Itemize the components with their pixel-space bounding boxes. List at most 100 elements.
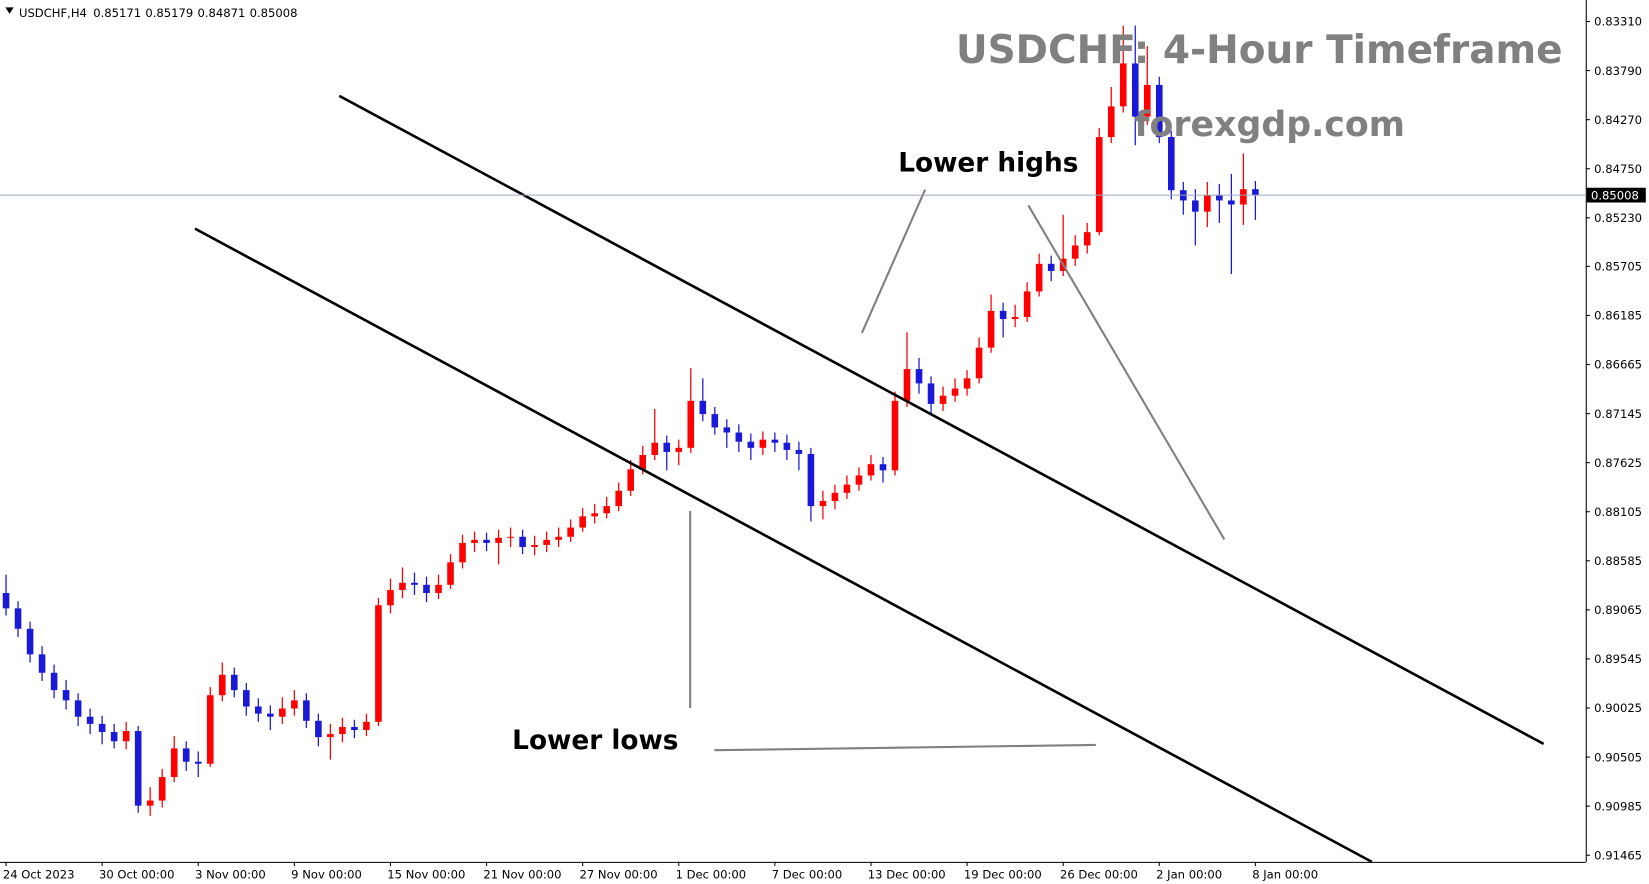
candle-body	[831, 492, 839, 501]
candle-body	[1216, 195, 1223, 201]
candle-body	[315, 720, 322, 738]
candle-body	[519, 536, 526, 548]
y-tick-label: 0.90505	[1594, 750, 1642, 764]
x-tick-label: 15 Nov 00:00	[387, 868, 465, 882]
candle-body	[795, 449, 803, 454]
channel-upper	[338, 94, 1545, 746]
candle-body	[1228, 200, 1235, 205]
y-tick-label: 0.91465	[1594, 848, 1642, 862]
candle-body	[939, 395, 947, 404]
candle-body	[98, 723, 106, 733]
candle-body	[675, 447, 683, 452]
candle-body	[1131, 63, 1139, 117]
candle-body	[483, 539, 490, 543]
candle-body	[134, 731, 142, 806]
x-tick-label: 27 Nov 00:00	[580, 868, 658, 882]
y-tick-label: 0.89545	[1594, 652, 1642, 666]
candle-body	[339, 726, 346, 735]
chart-subtitle: forexgdp.com	[1134, 105, 1405, 145]
candle-body	[1083, 232, 1091, 246]
candle-body	[1035, 263, 1043, 292]
candle-body	[807, 453, 815, 507]
annotation: Lower lows	[512, 726, 678, 756]
candle-body	[242, 690, 250, 707]
candle-body	[206, 695, 214, 764]
candle-body	[495, 537, 502, 543]
candle-body	[999, 310, 1007, 320]
y-tick-label: 0.89065	[1594, 603, 1642, 617]
candle-body	[447, 562, 454, 585]
candle-body	[531, 544, 538, 548]
candle-body	[399, 582, 406, 590]
candle-body	[951, 388, 959, 396]
x-tick-label: 2 Jan 00:00	[1156, 868, 1222, 882]
candle-body	[279, 708, 286, 717]
pointer-line	[860, 189, 927, 334]
x-tick-label: 9 Nov 00:00	[291, 868, 362, 882]
candle-body	[843, 484, 851, 493]
candle-body	[1143, 84, 1151, 117]
x-tick-label: 26 Dec 00:00	[1060, 868, 1138, 882]
candle-body	[963, 378, 971, 389]
candle-body	[291, 700, 298, 709]
candle-body	[1047, 263, 1055, 271]
y-tick-label: 0.85230	[1594, 211, 1642, 225]
candle-body	[1023, 291, 1031, 317]
candle-body	[411, 582, 418, 585]
y-tick-label: 0.90025	[1594, 701, 1642, 715]
candle-body	[1252, 189, 1259, 196]
candle-body	[567, 527, 574, 537]
candle-body	[915, 369, 923, 384]
candle-body	[735, 432, 743, 442]
candle-body	[182, 748, 190, 762]
candle-body	[1155, 84, 1163, 138]
candle-body	[855, 475, 863, 485]
candle-body	[62, 690, 70, 701]
candle-body	[1107, 106, 1115, 138]
candle-body	[74, 700, 82, 717]
candle-body	[387, 589, 394, 606]
candle-body	[603, 506, 610, 514]
candle-body	[783, 442, 791, 450]
candle-body	[255, 706, 262, 714]
candle-body	[14, 608, 22, 629]
candle-body	[38, 654, 46, 673]
candle-body	[591, 513, 598, 517]
candle-body	[615, 490, 623, 507]
candle-body	[327, 734, 334, 738]
y-tick-label: 0.87625	[1594, 456, 1642, 470]
chart-title: USDCHF: 4-Hour Timeframe	[956, 28, 1563, 73]
candle-body	[891, 400, 899, 471]
candle-body	[1011, 316, 1019, 320]
candle-body	[987, 310, 995, 348]
candle-body	[363, 721, 370, 730]
candle-body	[2, 593, 10, 609]
candle-body	[351, 726, 358, 730]
symbol: USDCHF,H4	[19, 6, 87, 20]
candle-body	[771, 439, 779, 443]
candles	[2, 25, 1259, 816]
y-tick-label: 0.88585	[1594, 554, 1642, 568]
x-tick-label: 24 Oct 2023	[3, 868, 75, 882]
candle-body	[1204, 195, 1211, 212]
candle-body	[122, 731, 130, 742]
candle-body	[747, 441, 755, 448]
candle-body	[1167, 137, 1175, 191]
pointer-line	[714, 743, 1096, 752]
header-close: 0.85008	[250, 6, 298, 20]
x-tick-label: 21 Nov 00:00	[483, 868, 561, 882]
y-tick-label: 0.86665	[1594, 358, 1642, 372]
candle-body	[267, 713, 274, 717]
x-tick-label: 8 Jan 00:00	[1252, 868, 1318, 882]
menu-arrow	[5, 7, 14, 14]
header-open: 0.85171	[93, 6, 141, 20]
candle-body	[1071, 245, 1079, 259]
price-label: 0.85008	[1591, 188, 1639, 202]
y-tick-label: 0.83310	[1594, 15, 1642, 29]
y-tick-label: 0.83790	[1594, 64, 1642, 78]
x-tick-label: 19 Dec 00:00	[964, 868, 1042, 882]
candle-body	[471, 539, 478, 543]
x-tick-label: 7 Dec 00:00	[772, 868, 843, 882]
candle-body	[687, 400, 695, 448]
candle-body	[230, 674, 238, 691]
